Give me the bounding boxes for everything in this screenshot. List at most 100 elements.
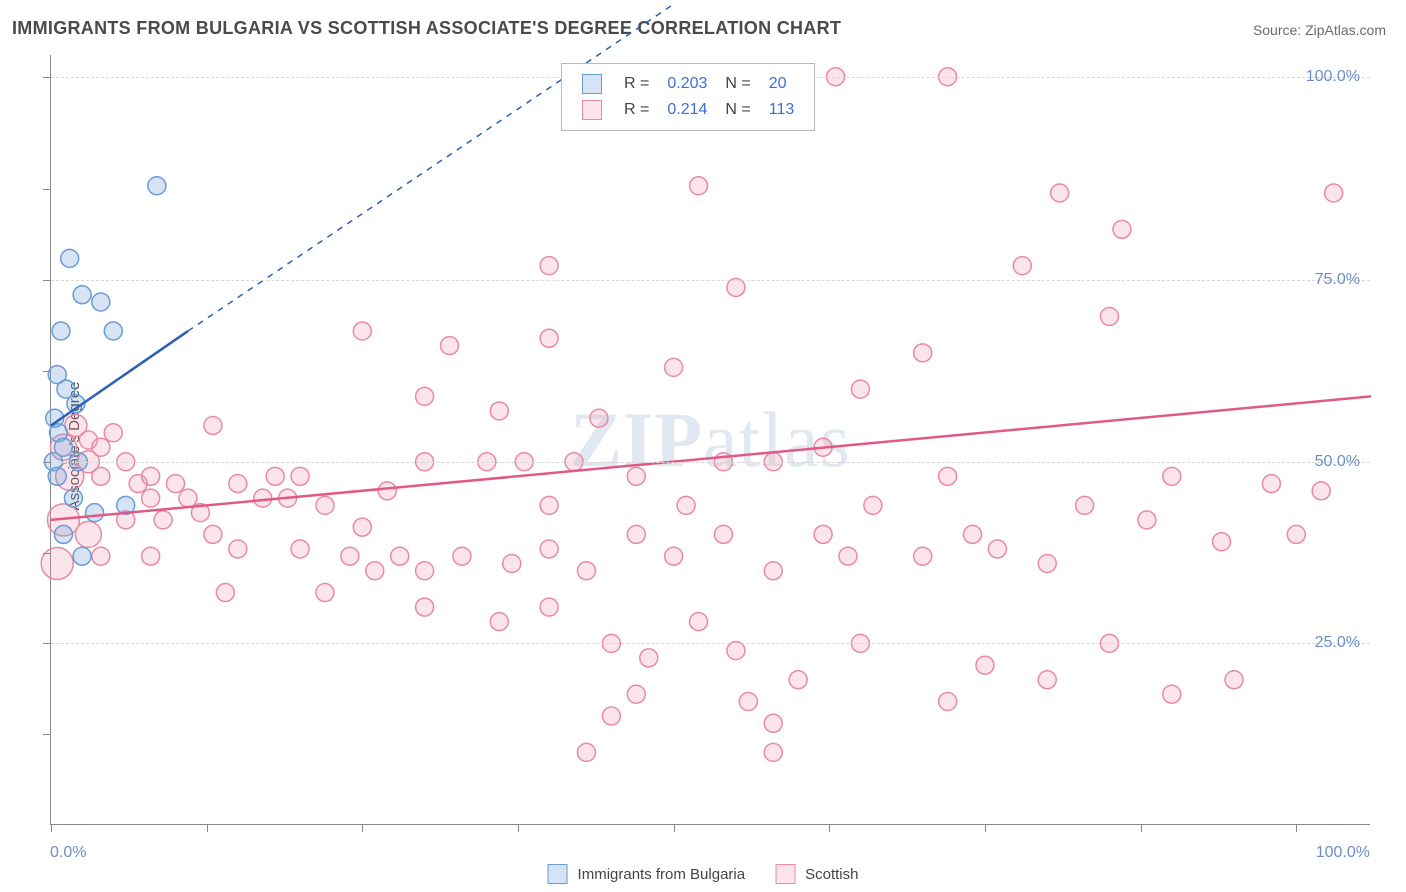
legend-bottom-label-1: Immigrants from Bulgaria (578, 866, 746, 883)
scatter-point (988, 540, 1006, 558)
source-value: ZipAtlas.com (1305, 22, 1386, 38)
scatter-point (204, 416, 222, 434)
r-label: R = (624, 75, 649, 92)
y-tick (43, 553, 51, 554)
scatter-point (764, 714, 782, 732)
trend-line (51, 331, 188, 425)
scatter-point (690, 613, 708, 631)
scatter-point (540, 540, 558, 558)
scatter-point (1076, 496, 1094, 514)
y-tick (43, 462, 51, 463)
scatter-point (104, 424, 122, 442)
x-tick (1296, 824, 1297, 832)
scatter-point (1287, 525, 1305, 543)
scatter-point (665, 358, 683, 376)
scatter-point (540, 496, 558, 514)
scatter-point (1013, 257, 1031, 275)
scatter-point (1163, 467, 1181, 485)
scatter-point (73, 547, 91, 565)
source-credit: Source: ZipAtlas.com (1253, 22, 1386, 38)
scatter-point (64, 489, 82, 507)
legend-row-series2: R = 0.214 N = 113 (574, 98, 802, 122)
y-tick (43, 189, 51, 190)
scatter-point (714, 525, 732, 543)
x-origin-label: 0.0% (50, 844, 86, 862)
legend-swatch-blue-icon (548, 864, 568, 884)
x-tick (207, 824, 208, 832)
gridline-h (51, 280, 1370, 281)
scatter-point (52, 322, 70, 340)
scatter-point (440, 337, 458, 355)
scatter-point (789, 671, 807, 689)
scatter-point (54, 525, 72, 543)
scatter-svg (51, 55, 1371, 825)
scatter-point (677, 496, 695, 514)
scatter-point (291, 540, 309, 558)
scatter-point (690, 177, 708, 195)
scatter-point (627, 525, 645, 543)
r-label: R = (624, 101, 649, 118)
scatter-point (1051, 184, 1069, 202)
scatter-point (1113, 220, 1131, 238)
scatter-point (416, 562, 434, 580)
scatter-point (266, 467, 284, 485)
y-tick-label: 50.0% (1315, 453, 1360, 471)
scatter-point (104, 322, 122, 340)
legend-row-series1: R = 0.203 N = 20 (574, 72, 802, 96)
trend-line-dashed (188, 4, 674, 331)
scatter-point (204, 525, 222, 543)
scatter-point (490, 402, 508, 420)
gridline-h (51, 643, 1370, 644)
plot-area: ZIPatlas R = 0.203 N = 20 R = 0.214 N = … (50, 55, 1370, 825)
scatter-point (148, 177, 166, 195)
scatter-point (1163, 685, 1181, 703)
x-tick (518, 824, 519, 832)
scatter-point (154, 511, 172, 529)
scatter-point (229, 540, 247, 558)
y-tick (43, 280, 51, 281)
trend-line (51, 396, 1371, 519)
scatter-point (764, 743, 782, 761)
legend-bottom-label-2: Scottish (805, 866, 858, 883)
legend-swatch-pink (582, 100, 602, 120)
scatter-point (92, 467, 110, 485)
scatter-point (1100, 308, 1118, 326)
scatter-point (92, 438, 110, 456)
scatter-point (1138, 511, 1156, 529)
y-tick-label: 75.0% (1315, 271, 1360, 289)
scatter-point (665, 547, 683, 565)
source-label: Source: (1253, 22, 1305, 38)
scatter-point (1225, 671, 1243, 689)
scatter-point (353, 518, 371, 536)
scatter-point (627, 685, 645, 703)
scatter-point (540, 257, 558, 275)
r-value-2: 0.214 (667, 101, 707, 118)
scatter-point (142, 467, 160, 485)
scatter-point (453, 547, 471, 565)
scatter-point (540, 329, 558, 347)
y-tick (43, 371, 51, 372)
y-tick (43, 643, 51, 644)
scatter-point (640, 649, 658, 667)
scatter-point (939, 693, 957, 711)
scatter-point (739, 693, 757, 711)
legend-stats-box: R = 0.203 N = 20 R = 0.214 N = 113 (561, 63, 815, 131)
scatter-point (229, 475, 247, 493)
scatter-point (61, 249, 79, 267)
scatter-point (416, 598, 434, 616)
scatter-point (864, 496, 882, 514)
scatter-point (627, 467, 645, 485)
scatter-point (291, 467, 309, 485)
scatter-point (1262, 475, 1280, 493)
scatter-point (316, 496, 334, 514)
scatter-point (73, 286, 91, 304)
scatter-point (503, 554, 521, 572)
x-tick (51, 824, 52, 832)
scatter-point (254, 489, 272, 507)
scatter-point (1312, 482, 1330, 500)
scatter-point (48, 467, 66, 485)
scatter-point (914, 344, 932, 362)
scatter-point (341, 547, 359, 565)
scatter-point (490, 613, 508, 631)
scatter-point (839, 547, 857, 565)
